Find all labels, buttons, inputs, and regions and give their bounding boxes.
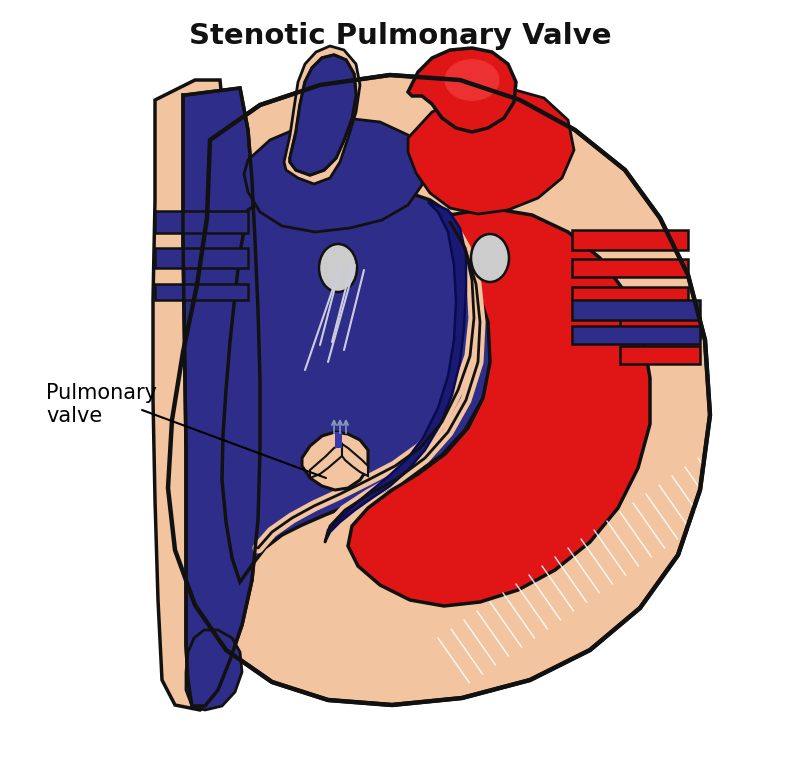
Polygon shape (408, 48, 516, 132)
Polygon shape (290, 55, 356, 175)
Polygon shape (620, 318, 700, 338)
Polygon shape (168, 75, 710, 705)
Polygon shape (620, 346, 700, 364)
Polygon shape (222, 183, 498, 582)
Polygon shape (310, 444, 342, 478)
Polygon shape (183, 88, 260, 706)
Ellipse shape (471, 234, 509, 282)
Polygon shape (284, 46, 360, 184)
Polygon shape (572, 230, 688, 250)
Polygon shape (342, 444, 368, 476)
Polygon shape (572, 259, 688, 277)
Text: Stenotic Pulmonary Valve: Stenotic Pulmonary Valve (189, 22, 611, 50)
Polygon shape (155, 248, 248, 268)
Polygon shape (572, 287, 688, 303)
Polygon shape (153, 80, 225, 710)
Polygon shape (572, 326, 700, 344)
Text: Pulmonary
valve: Pulmonary valve (46, 383, 157, 426)
Polygon shape (155, 284, 248, 300)
Ellipse shape (319, 244, 357, 292)
Polygon shape (244, 118, 422, 232)
Polygon shape (408, 88, 574, 214)
Polygon shape (290, 55, 356, 175)
Polygon shape (302, 432, 368, 490)
Ellipse shape (445, 59, 499, 101)
Polygon shape (348, 208, 650, 606)
Polygon shape (572, 300, 700, 320)
Polygon shape (325, 202, 466, 542)
Polygon shape (155, 211, 248, 233)
Polygon shape (186, 630, 242, 710)
Polygon shape (335, 432, 342, 448)
